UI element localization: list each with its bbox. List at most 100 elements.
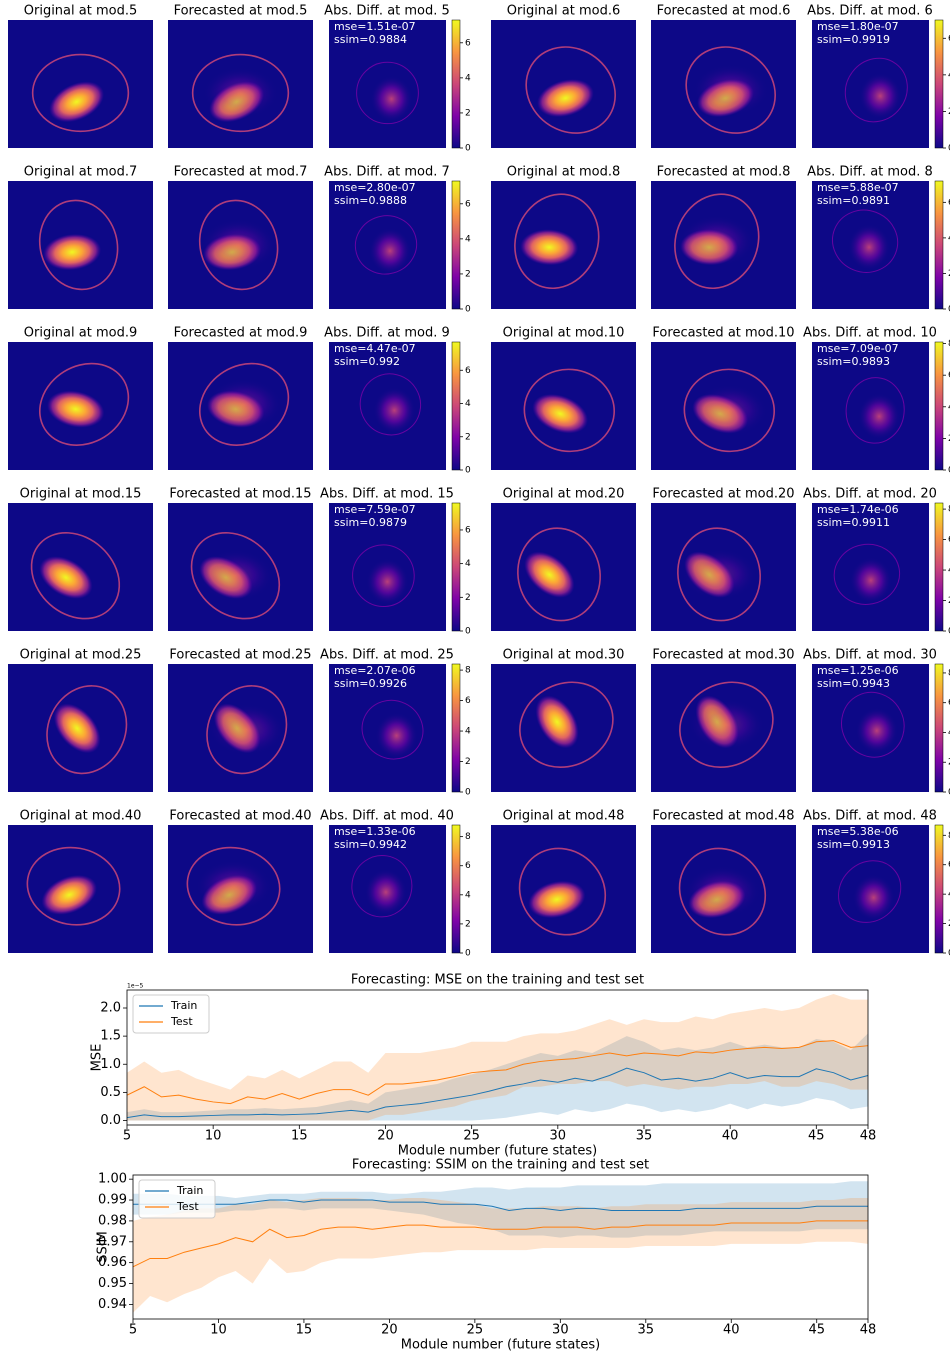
ssim-label: ssim=0.9913 <box>817 838 890 851</box>
panel-title: Original at mod.5 <box>24 4 137 19</box>
panel-title: Forecasted at mod.8 <box>657 165 791 180</box>
panel-title: Original at mod.6 <box>507 4 620 19</box>
panel-title: Original at mod.15 <box>20 487 142 502</box>
x-tick-label: 48 <box>860 1129 877 1144</box>
haze <box>206 379 281 430</box>
colorbar <box>452 342 460 470</box>
ssim-label: ssim=0.992 <box>334 355 400 368</box>
x-tick-label: 40 <box>723 1323 740 1338</box>
colorbar-tick-label: 2 <box>465 432 471 442</box>
colorbar <box>935 664 943 792</box>
panel-title: Abs. Diff. at mod. 48 <box>803 809 937 824</box>
colorbar <box>935 825 943 953</box>
mse-label: mse=1.80e-07 <box>817 20 899 33</box>
panel-title: Original at mod.48 <box>503 809 625 824</box>
panel-title: Forecasted at mod.40 <box>169 809 311 824</box>
haze <box>201 219 276 270</box>
legend-label: Train <box>176 1184 203 1197</box>
panel-title: Abs. Diff. at mod. 15 <box>320 487 454 502</box>
mse-label: mse=5.88e-07 <box>817 181 899 194</box>
y-tick-label: 0.0 <box>100 1113 121 1128</box>
diff-blob <box>365 869 407 915</box>
panel-title: Forecasted at mod.25 <box>169 648 311 663</box>
ssim-label: ssim=0.9884 <box>334 33 407 46</box>
mse-label: mse=7.59e-07 <box>334 503 416 516</box>
haze <box>679 216 754 267</box>
chart-title: Forecasting: MSE on the training and tes… <box>351 973 644 988</box>
diff-blob <box>366 559 408 605</box>
panel-title: Abs. Diff. at mod. 8 <box>807 165 933 180</box>
haze <box>209 704 284 755</box>
y-tick-label: 0.5 <box>100 1085 121 1100</box>
colorbar-tick-label: 0 <box>465 305 471 315</box>
colorbar-tick-label: 0 <box>465 949 471 959</box>
legend-label: Train <box>170 999 197 1012</box>
diff-blob <box>856 708 898 754</box>
diff-blob <box>850 557 892 603</box>
panel-title: Original at mod.10 <box>503 326 625 341</box>
panel-title: Original at mod.9 <box>24 326 137 341</box>
colorbar <box>452 181 460 309</box>
colorbar-tick-label: 4 <box>465 559 471 569</box>
panel-title: Abs. Diff. at mod. 7 <box>324 165 450 180</box>
mse-label: mse=1.74e-06 <box>817 503 899 516</box>
colorbar-tick-label: 0 <box>465 144 471 154</box>
y-tick-label: 2.0 <box>100 1001 121 1016</box>
x-tick-label: 30 <box>552 1323 569 1338</box>
y-tick-label: 0.98 <box>98 1213 127 1228</box>
panel-title: Forecasted at mod.48 <box>652 809 794 824</box>
x-tick-label: 40 <box>722 1129 739 1144</box>
colorbar-tick-label: 4 <box>465 234 471 244</box>
panel-title: Abs. Diff. at mod. 6 <box>807 4 933 19</box>
colorbar-tick-label: 6 <box>465 366 471 376</box>
x-axis-label: Module number (future states) <box>401 1338 600 1352</box>
x-tick-label: 20 <box>377 1129 394 1144</box>
y-tick-label: 1.00 <box>98 1172 127 1187</box>
colorbar-tick-label: 6 <box>465 525 471 535</box>
colorbar-tick-label: 6 <box>465 38 471 48</box>
x-tick-label: 10 <box>205 1129 222 1144</box>
mse-label: mse=1.33e-06 <box>334 825 416 838</box>
colorbar-tick-label: 0 <box>465 627 471 637</box>
panel-title: Abs. Diff. at mod. 30 <box>803 648 937 663</box>
diff-blob <box>373 387 415 433</box>
panel-title: Original at mod.8 <box>507 165 620 180</box>
haze <box>198 550 273 601</box>
x-tick-label: 45 <box>808 1129 825 1144</box>
panel-title: Original at mod.7 <box>24 165 137 180</box>
panel-title: Original at mod.20 <box>503 487 625 502</box>
x-tick-label: 25 <box>463 1129 480 1144</box>
x-tick-label: 5 <box>123 1129 131 1144</box>
colorbar-tick-label: 4 <box>465 890 471 900</box>
panel-title: Forecasted at mod.20 <box>652 487 794 502</box>
diff-blob <box>369 228 411 274</box>
panel-title: Original at mod.25 <box>20 648 142 663</box>
colorbar-tick-label: 0 <box>465 788 471 798</box>
mse-label: mse=1.51e-07 <box>334 20 416 33</box>
colorbar-tick-label: 0 <box>465 466 471 476</box>
haze <box>692 385 767 436</box>
diff-blob <box>858 393 900 439</box>
panel-title: Forecasted at mod.10 <box>652 326 794 341</box>
colorbar <box>935 181 943 309</box>
x-tick-label: 35 <box>638 1323 655 1338</box>
y-offset-label: 1e−5 <box>127 983 144 990</box>
y-tick-label: 1.5 <box>100 1029 121 1044</box>
ssim-label: ssim=0.9891 <box>817 194 890 207</box>
panel-title: Forecasted at mod.6 <box>657 4 791 19</box>
diff-blob <box>370 76 412 122</box>
panel-title: Abs. Diff. at mod. 5 <box>324 4 450 19</box>
panel-title: Original at mod.30 <box>503 648 625 663</box>
panel-title: Abs. Diff. at mod. 25 <box>320 648 454 663</box>
panel-title: Forecasted at mod.9 <box>174 326 308 341</box>
mse-label: mse=7.09e-07 <box>817 342 899 355</box>
x-tick-label: 48 <box>860 1323 877 1338</box>
colorbar <box>935 342 943 470</box>
x-tick-label: 30 <box>550 1129 567 1144</box>
y-tick-label: 1.0 <box>100 1057 121 1072</box>
colorbar <box>935 503 943 631</box>
haze <box>693 64 768 115</box>
panel-title: Abs. Diff. at mod. 9 <box>324 326 450 341</box>
colorbar-tick-label: 4 <box>465 399 471 409</box>
colorbar-tick-label: 6 <box>465 696 471 706</box>
